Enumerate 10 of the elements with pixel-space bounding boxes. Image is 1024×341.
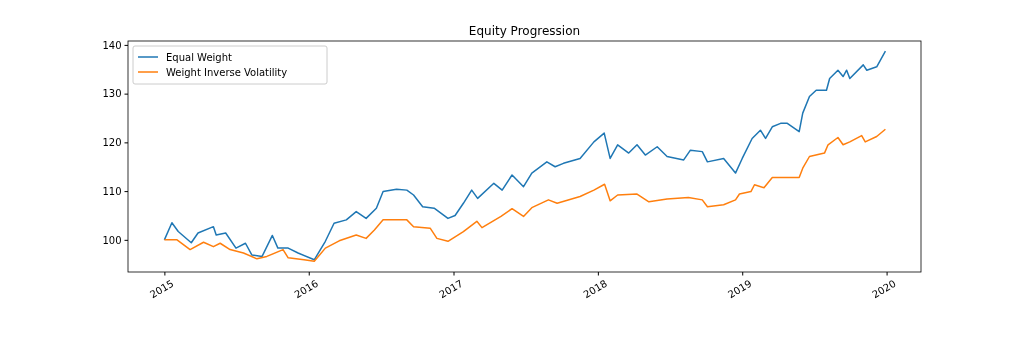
y-tick-label: 140 [102, 39, 122, 51]
line-series [163, 50, 887, 261]
y-tick-label: 130 [102, 88, 122, 100]
y-tick-label: 100 [102, 234, 122, 246]
y-tick-label: 110 [102, 185, 122, 197]
y-tick-label: 120 [102, 137, 122, 149]
chart-title: Equity Progression [468, 24, 581, 38]
legend-label: Weight Inverse Volatility [166, 66, 288, 78]
line-series [163, 128, 887, 263]
legend-label: Equal Weight [166, 51, 233, 63]
